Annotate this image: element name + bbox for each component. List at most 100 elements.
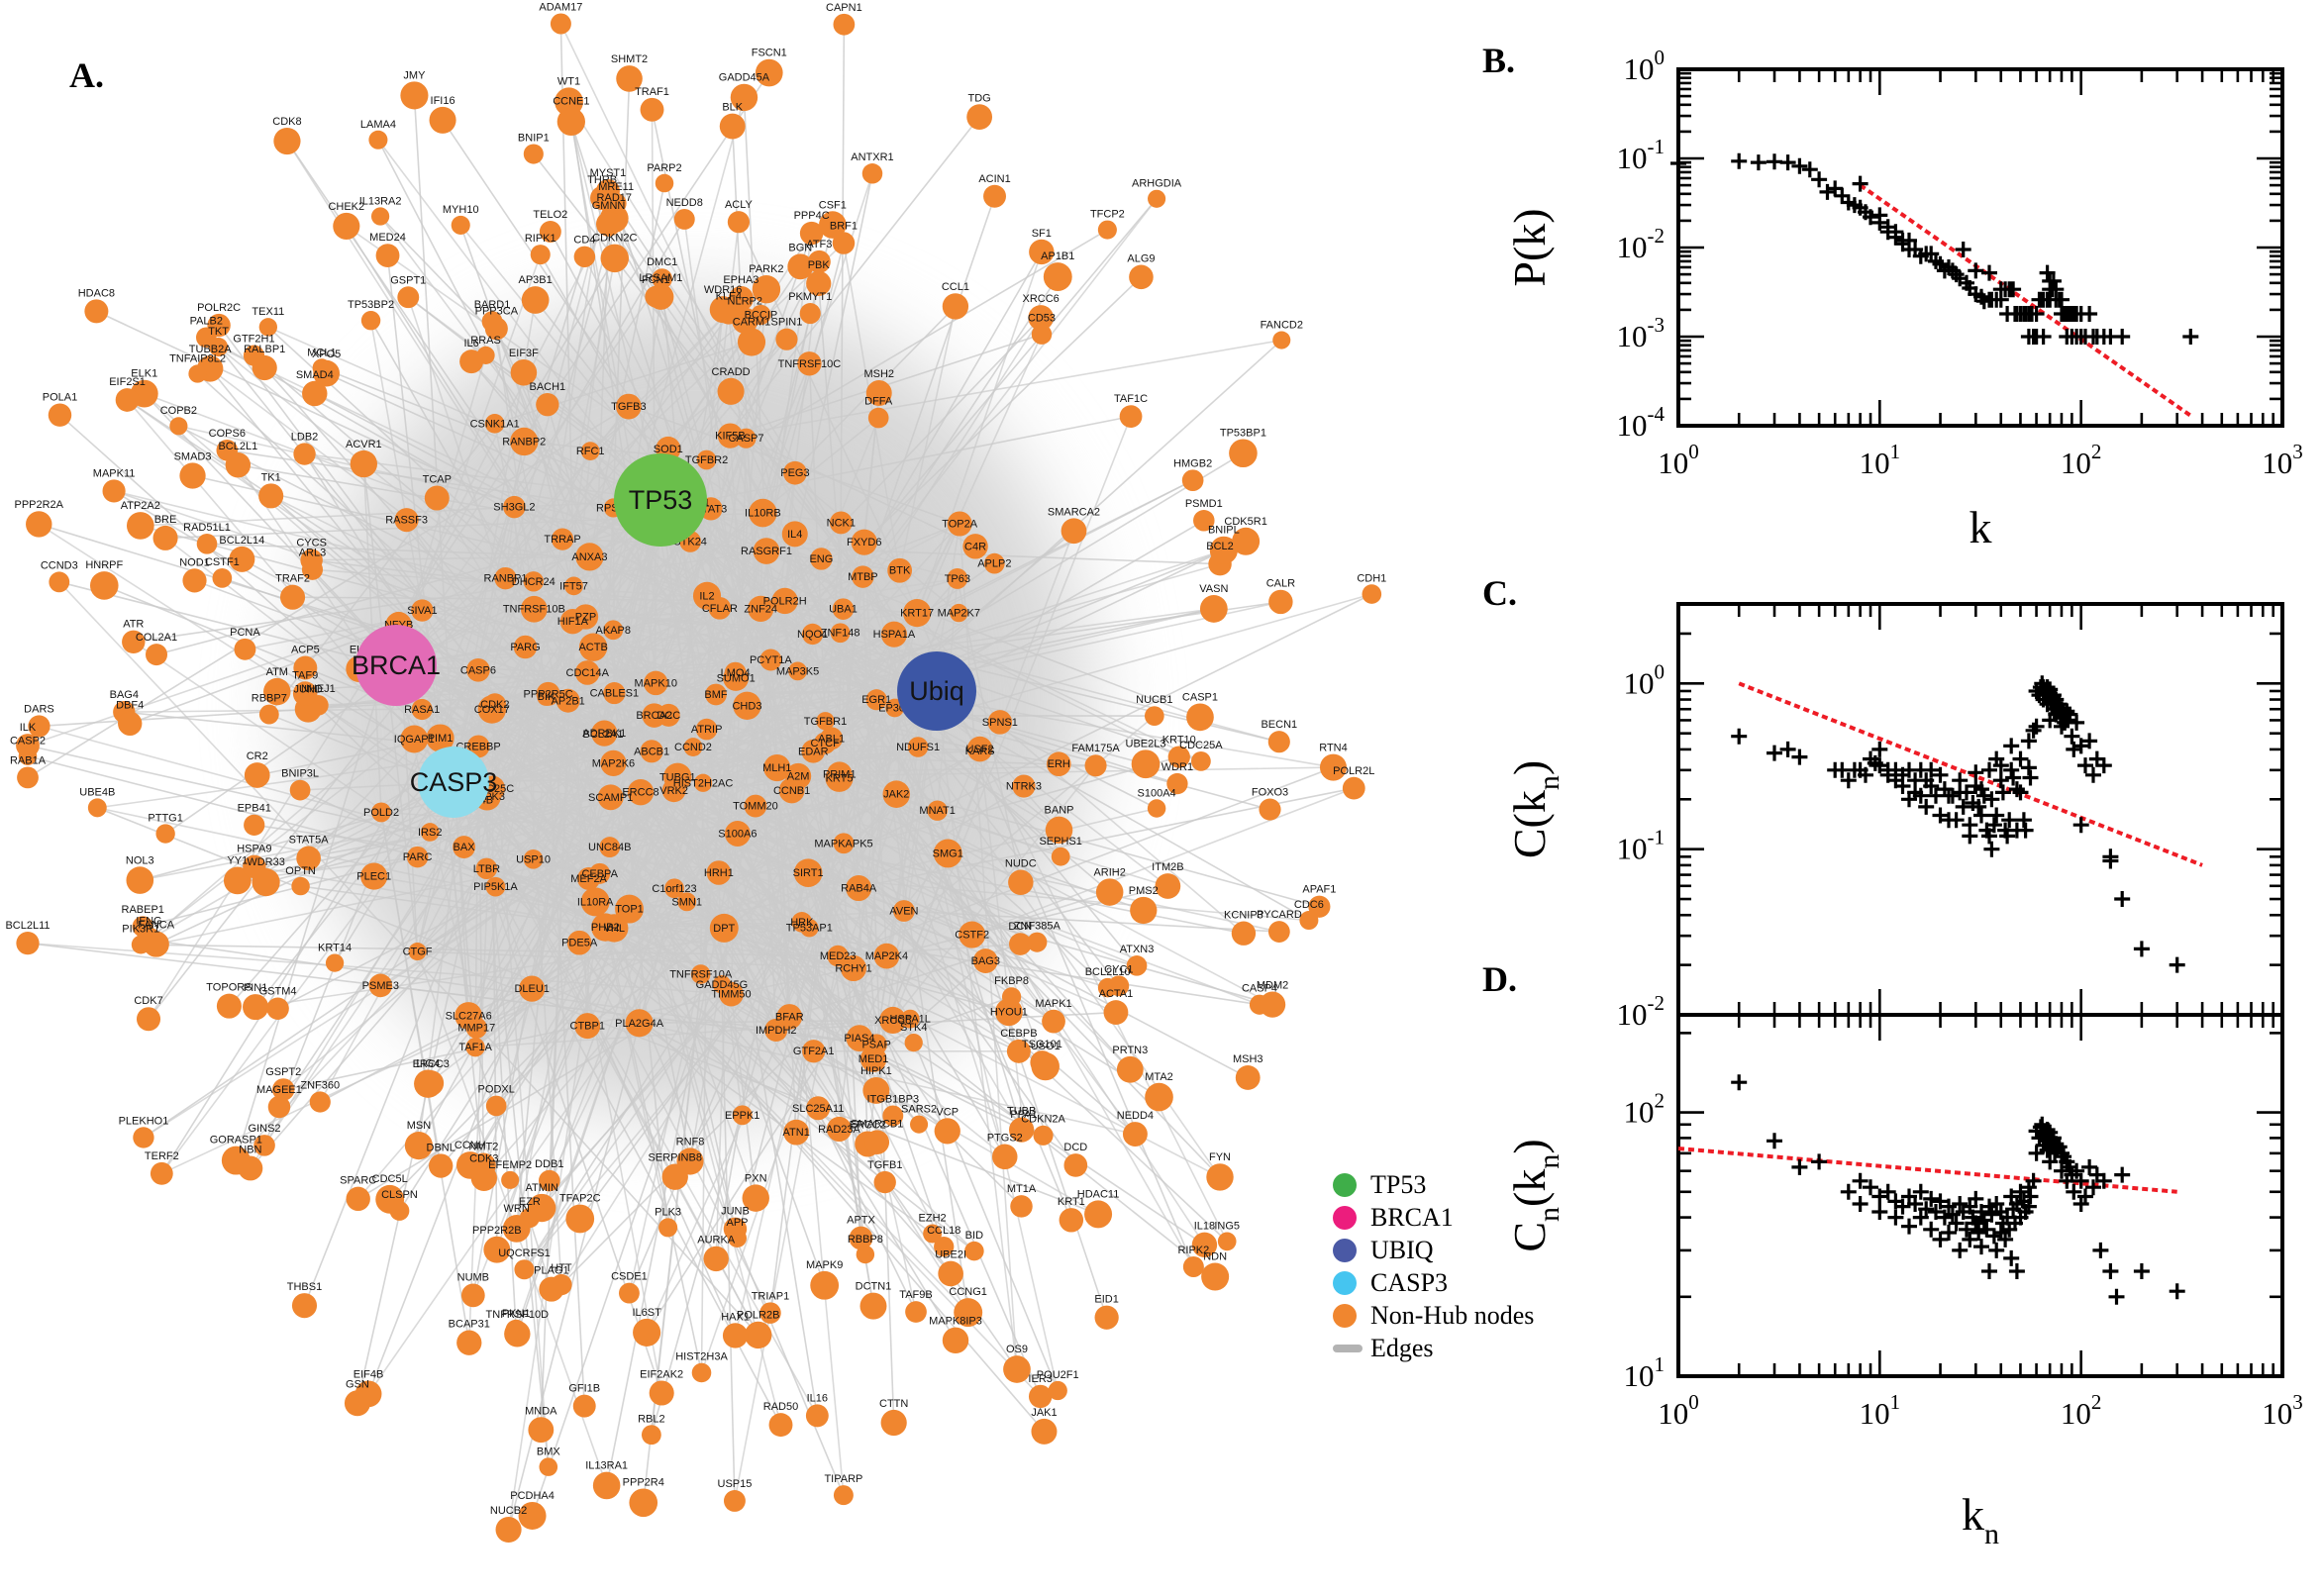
network-node-label: COPS6 (209, 428, 246, 440)
network-node (411, 599, 434, 622)
network-node-label: CDC14A (566, 667, 610, 679)
network-node (266, 997, 289, 1020)
network-edge (416, 693, 550, 952)
network-node-label: PIM1 (428, 733, 454, 745)
network-node-label: TEX11 (252, 306, 284, 318)
network-edge (843, 243, 901, 571)
network-node (456, 1330, 482, 1355)
network-node-label: CCL1 (942, 281, 969, 293)
network-node-label: PRIM1 (823, 769, 857, 781)
network-node-label: APLP2 (977, 558, 1011, 570)
network-node-label: MCL1 (307, 347, 336, 358)
network-node (1272, 331, 1291, 349)
network-node (783, 460, 807, 485)
network-edge (765, 549, 1201, 719)
network-edge (509, 908, 631, 1181)
network-node (784, 762, 812, 790)
network-node (1209, 536, 1238, 564)
network-node (723, 665, 750, 691)
network-node (1259, 798, 1281, 821)
network-node (705, 683, 727, 706)
network-node-label: GINS2 (249, 1123, 281, 1135)
network-node (394, 508, 419, 533)
network-node-label: ATRIP (691, 724, 723, 736)
network-node (771, 587, 798, 615)
network-node (1155, 873, 1181, 899)
network-node (556, 688, 580, 713)
network-node (797, 351, 822, 376)
network-node (599, 837, 621, 857)
network-edge (715, 224, 834, 695)
network-node-label: SMG1 (933, 848, 963, 859)
network-node (279, 584, 306, 610)
network-node-label: BCL2L10 (1085, 966, 1131, 978)
network-node-label: BARD1 (474, 299, 511, 311)
network-node-label: CSDE1 (611, 1271, 648, 1283)
legend-label-ubiq: UBIQ (1370, 1235, 1434, 1264)
network-node-label: BFAR (775, 1011, 804, 1023)
network-node-label: CYC1 (1104, 963, 1133, 975)
network-node-label: GSN (346, 1378, 369, 1390)
network-node (983, 552, 1005, 574)
network-node (1167, 746, 1190, 768)
network-node-label: C4R (964, 541, 986, 552)
network-node (964, 1241, 984, 1261)
network-node (1084, 754, 1107, 777)
network-node-label: PARP2 (647, 162, 681, 174)
network-node (887, 557, 913, 583)
network-node (580, 442, 600, 461)
network-edge (491, 788, 737, 1337)
network-node-label: TOMM20 (733, 801, 778, 813)
network-edge (840, 522, 1047, 1067)
network-node-label: CDC5L (372, 1173, 408, 1185)
network-node (799, 221, 824, 246)
network-node (907, 737, 929, 757)
network-node (420, 823, 440, 842)
chart-D-y-axis-title: Cn(kn) (1504, 1139, 1566, 1251)
network-node-label: CTBP1 (570, 1021, 605, 1033)
network-node-label: USF2 (966, 744, 994, 755)
network-node (799, 303, 821, 325)
network-node-label: RABEP1 (122, 904, 164, 916)
network-node (483, 1236, 511, 1263)
network-node-label: BCAP31 (449, 1319, 490, 1331)
network-node (209, 337, 229, 357)
chart-D-tick-label: 101 (1624, 1352, 1666, 1393)
network-edge (395, 297, 742, 666)
network-node (575, 543, 604, 571)
network-node (1027, 932, 1048, 952)
network-node (484, 414, 505, 434)
network-node (263, 677, 291, 706)
chart-B-data-points (1670, 152, 2199, 345)
network-node-label: NEDD4 (1117, 1110, 1154, 1122)
network-node (216, 439, 239, 461)
network-node (411, 698, 433, 721)
network-node-label: DCD (1063, 1142, 1087, 1153)
network-node-label: DCC (656, 710, 680, 722)
network-node (550, 13, 571, 35)
network-node (451, 215, 470, 235)
network-node-label: MRE11 (598, 181, 634, 193)
network-node (1201, 1262, 1230, 1291)
network-node-label: JUND (294, 684, 323, 696)
network-node (696, 449, 717, 470)
network-node (501, 1170, 520, 1189)
network-node-label: ERCC3 (413, 1058, 450, 1070)
network-edge (737, 833, 1245, 935)
network-edge (655, 296, 712, 510)
network-node (749, 498, 777, 528)
network-node (1191, 1232, 1218, 1258)
network-node (475, 857, 498, 880)
network-node (1043, 262, 1072, 291)
network-edge (483, 707, 896, 1179)
network-edge (891, 690, 938, 1021)
network-edge (283, 967, 855, 1091)
network-node-label: IFNG (136, 916, 161, 928)
network-node-label: CEBPA (581, 868, 618, 880)
network-node-label: PODXL (478, 1084, 515, 1096)
network-node-label: AP3B1 (519, 274, 553, 286)
network-node-label: KRT1 (1058, 1196, 1085, 1208)
network-node-label: CDKN2C (592, 233, 637, 245)
network-edge (129, 624, 399, 725)
network-node (1182, 1255, 1204, 1277)
